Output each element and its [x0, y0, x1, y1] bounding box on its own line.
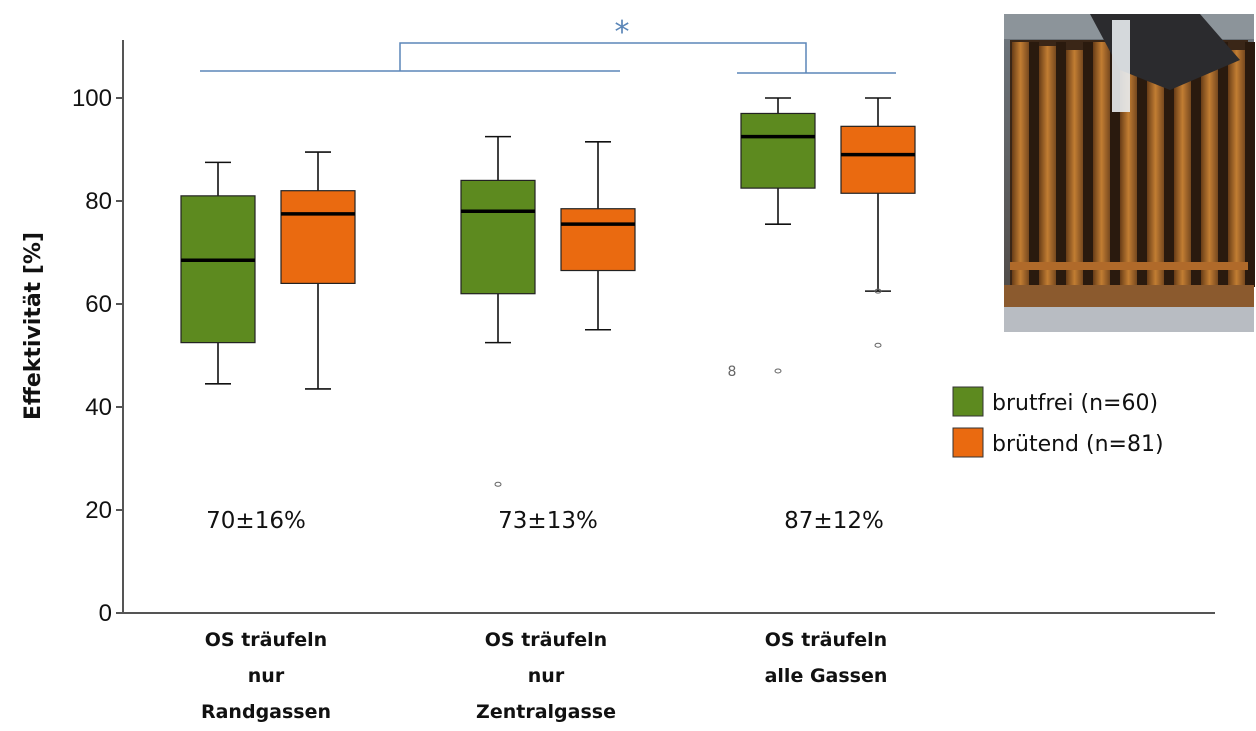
frame-gap — [1056, 42, 1066, 287]
box-0-1 — [460, 135, 536, 487]
legend-swatch — [952, 427, 984, 458]
frame-gap — [1137, 42, 1147, 287]
frame-gap — [1083, 42, 1093, 287]
box-1-2 — [840, 97, 916, 348]
y-ticks: 0 20 40 60 80 100 — [72, 85, 123, 627]
outlier-point — [774, 368, 782, 374]
y-tick-label: 80 — [85, 188, 112, 215]
outlier-point — [874, 288, 882, 294]
y-tick-label: 100 — [72, 85, 112, 112]
category-label-line: nur — [528, 665, 565, 687]
box-series: 8 — [180, 97, 916, 487]
category-label-line: alle Gassen — [765, 665, 888, 687]
summary-stat: 70±16% — [206, 508, 306, 534]
box-1-0 — [280, 151, 356, 390]
legend-label: brütend (n=81) — [992, 432, 1164, 457]
summary-stat: 87±12% — [784, 508, 884, 534]
frame-bar — [1228, 50, 1245, 287]
summary-stat: 73±13% — [498, 508, 598, 534]
y-tick-label: 40 — [85, 394, 112, 421]
hive-photo — [1004, 14, 1255, 332]
frame-bar — [1174, 42, 1191, 287]
y-tick-label: 60 — [85, 291, 112, 318]
category-label-line: OS träufeln — [765, 629, 887, 651]
box-iqr — [740, 112, 816, 189]
box-iqr — [560, 208, 636, 272]
frame-bar — [1039, 46, 1056, 287]
outlier-label: 8 — [728, 364, 737, 380]
significance-bracket: * — [200, 15, 896, 74]
box-iqr — [840, 125, 916, 194]
frame-bar — [1093, 42, 1110, 287]
category-labels: OS träufeln nur Randgassen OS träufeln nur Ze… — [201, 629, 887, 723]
box-1-1 — [560, 140, 636, 331]
box-iqr — [180, 195, 256, 344]
outlier-point — [494, 481, 502, 487]
box-iqr — [460, 179, 536, 295]
frame-bottom-bar — [1010, 262, 1248, 270]
frame-bar — [1066, 50, 1083, 287]
summary-labels: 70±16% 73±13% 87±12% — [206, 508, 884, 534]
outlier-point — [874, 342, 882, 348]
category-label-line: Zentralgasse — [476, 701, 616, 723]
frame-gap — [1164, 42, 1174, 287]
category-label-line: Randgassen — [201, 701, 331, 723]
category-label-line: OS träufeln — [205, 629, 327, 651]
frame-gap — [1110, 42, 1120, 287]
frame-gap — [1191, 42, 1201, 287]
box-0-0 — [180, 161, 256, 385]
frame-bar — [1201, 46, 1218, 287]
box-0-2 — [740, 97, 816, 374]
sig-bracket — [399, 42, 807, 73]
legend-label: brutfrei (n=60) — [992, 391, 1158, 416]
legend-swatch — [952, 386, 984, 417]
frame-gap — [1218, 42, 1228, 287]
category-label-line: nur — [248, 665, 285, 687]
y-tick-label: 20 — [85, 497, 112, 524]
frame-gap — [1245, 42, 1255, 287]
y-axis-label: Effektivität [%] — [21, 232, 46, 420]
legend: brutfrei (n=60) brütend (n=81) — [952, 386, 1164, 458]
frame-bar — [1147, 50, 1164, 287]
frame-bar — [1012, 42, 1029, 287]
frame-gap — [1029, 42, 1039, 287]
sig-marker: * — [615, 15, 630, 50]
box-iqr — [280, 190, 356, 284]
category-label-line: OS träufeln — [485, 629, 607, 651]
y-tick-label: 0 — [99, 600, 112, 627]
